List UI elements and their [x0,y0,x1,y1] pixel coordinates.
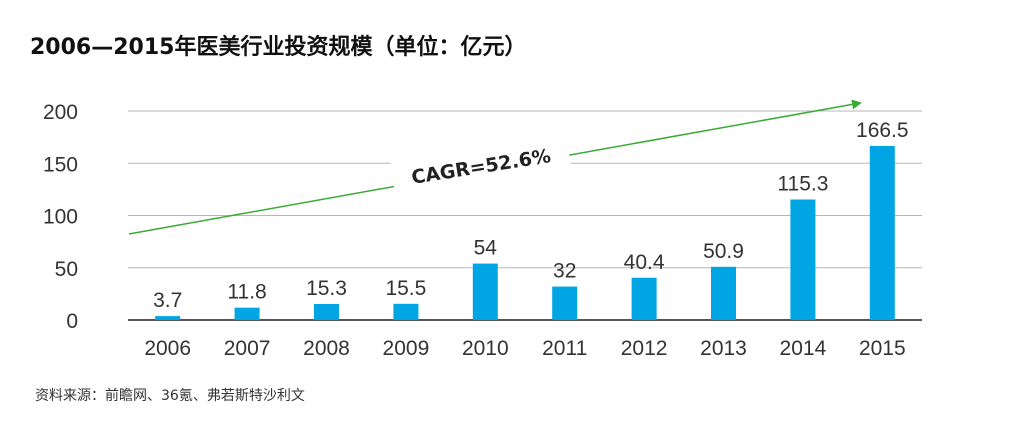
x-tick-label-2006: 2006 [144,337,191,360]
x-tick-label-2008: 2008 [303,337,350,360]
y-tick-label-100: 100 [43,206,78,229]
x-tick-label-2010: 2010 [462,337,509,360]
value-labels: 3.7 11.8 15.3 15.5 54 32 40.4 50.9 115.3 166.5 [153,119,908,312]
bar-2008 [314,304,339,320]
bar-2006 [155,316,181,320]
bar-2012 [631,277,657,320]
bar-2007 [234,307,260,320]
value-label-2009: 15.5 [385,277,426,300]
x-tick-label-2015: 2015 [859,337,906,360]
x-tick-label-2013: 2013 [700,337,747,360]
value-label-2012: 40.4 [624,251,665,274]
grid-lines [128,110,922,321]
cagr-trend: CAGR=52.6% [128,99,862,235]
value-label-2011: 32 [553,260,576,283]
x-tick-label-2014: 2014 [780,337,827,360]
bar-2014 [790,199,816,320]
value-label-2007: 11.8 [227,281,266,304]
value-label-2013: 50.9 [703,240,744,263]
bar-2013 [711,266,736,320]
cagr-label-background [389,128,573,204]
value-label-2015: 166.5 [856,119,909,142]
x-tick-label-2011: 2011 [542,337,587,360]
source-note: 资料来源：前瞻网、36氪、弗若斯特沙利文 [35,387,305,404]
y-tick-label-200: 200 [43,101,78,124]
y-tick-label-150: 150 [43,153,78,176]
bar-2011 [552,286,578,320]
y-tick-label-50: 50 [55,258,78,281]
bars [155,146,895,320]
bar-2015 [869,146,895,320]
bar-2010 [472,263,498,320]
value-label-2010: 54 [474,237,498,260]
value-label-2008: 15.3 [306,277,347,300]
bar-2009 [393,303,419,320]
y-axis-ticks: 0 50 100 150 200 [43,101,78,333]
x-tick-label-2009: 2009 [383,337,430,360]
y-tick-label-0: 0 [66,310,78,333]
chart-title: 2006—2015年医美行业投资规模（单位：亿元） [30,34,526,60]
value-label-2006: 3.7 [153,289,182,312]
x-tick-label-2012: 2012 [621,337,668,360]
value-label-2014: 115.3 [777,173,828,196]
x-axis-ticks: 2006 2007 2008 2009 2010 2011 2012 2013 2014 2015 [144,337,905,360]
x-tick-label-2007: 2007 [224,337,271,360]
